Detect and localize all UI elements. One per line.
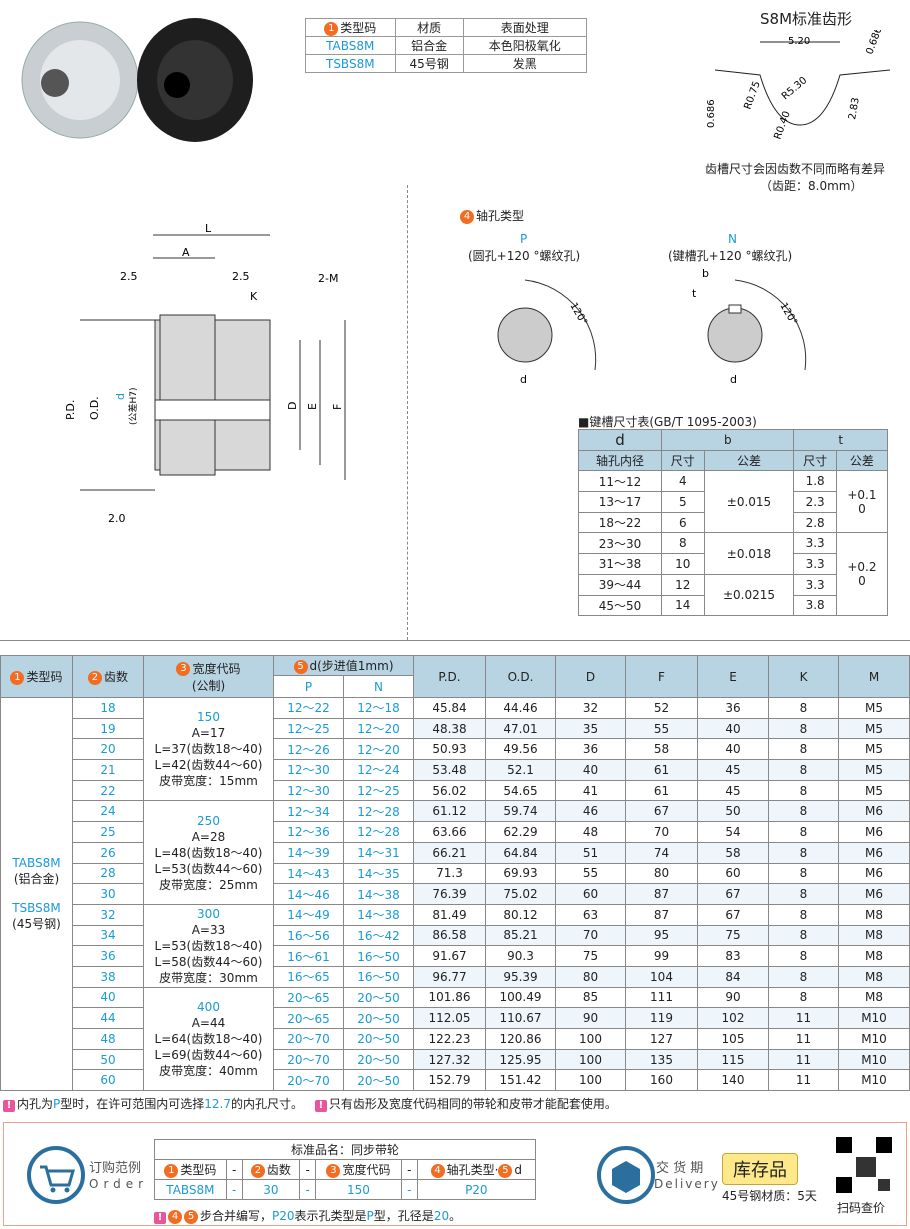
dim-label: R0.75 xyxy=(742,80,762,111)
shaft-type-P-desc: (圆孔+120 °螺纹孔) xyxy=(468,249,581,263)
round-bore-drawing: 120° d xyxy=(497,279,597,386)
dim-label: 0.686 xyxy=(864,30,884,56)
shaft-type-P: P xyxy=(520,232,528,246)
keyway-row: 23～30 8 ±0.018 3.3 +0.2 0 xyxy=(577,532,889,617)
table-row: 24 250 A=28 L=48(齿数18～40) L=53(齿数44～60) 皮带宽度：… xyxy=(1,800,910,905)
dim-E: E xyxy=(306,403,319,410)
table-row: 38 16～65 16～50 96.77 95.39 80 104 84 8 M8 xyxy=(1,965,910,988)
table-row: 36 16～61 16～50 91.67 90.3 75 99 83 8 M8 xyxy=(1,945,910,967)
dim-PD: P.D. xyxy=(64,400,77,420)
dim-L: L xyxy=(205,222,212,235)
table-row: 28 14～43 14～35 71.3 69.93 55 80 60 8 M6 xyxy=(1,862,910,885)
dim-OD: O.D. xyxy=(88,396,101,420)
keyway-row: 39～44 12 ±0.0215 3.3 xyxy=(577,573,888,617)
table-row: 34 16～56 16～42 86.58 85.21 70 95 75 8 M8 xyxy=(1,924,910,947)
keyway-row: 45～50 14 3.8 xyxy=(577,594,888,617)
table-row: 60 20～70 20～50 152.79 151.42 100 160 140 11 M10 xyxy=(1,1069,910,1092)
dim-d: d xyxy=(520,373,527,386)
steel-delivery: 45号钢材质：5天 xyxy=(722,1189,817,1203)
table-row: 50 20～70 20～50 127.32 125.95 100 135 115 11 M10 xyxy=(1,1048,910,1071)
table-row: 19 12～25 12～20 48.38 47.01 35 55 40 8 M5 xyxy=(1,717,910,740)
shaft-type-N-desc: (键槽孔+120 °螺纹孔) xyxy=(668,249,793,263)
table-row: TABS8M (铝合金) TSBS8M (45号钢) 18 150 A=17 L=37(齿数1… xyxy=(0,696,910,1092)
table-row: 48 20～70 20～50 122.23 120.86 100 127 105 11 M10 xyxy=(1,1028,910,1050)
table-row: 30 14～46 14～38 76.39 75.02 60 87 67 8 M6 xyxy=(1,883,910,905)
dim-label: R5.30 xyxy=(780,75,809,102)
tooth-profile-drawing: 5.20 0.686 R0.75 R5.30 0.686 2.83 R0.40 xyxy=(706,30,891,141)
keyway-row: 18～22 6 2.8 xyxy=(577,511,888,534)
dim-label: R0.40 xyxy=(772,110,792,141)
dim-d: d xyxy=(114,393,127,400)
dim-label: 2.83 xyxy=(847,97,862,121)
dim-M: 2-M xyxy=(318,272,338,285)
box-icon xyxy=(597,1146,655,1204)
divider xyxy=(407,185,408,640)
qr-code-icon[interactable] xyxy=(834,1135,894,1195)
dim-K: K xyxy=(250,290,258,303)
qr-label: 扫码查价 xyxy=(837,1201,886,1215)
spec-area: 1 类型码 材质 表面处理 TABS8M 铝合金 本色阳极氧化 TSBS8M 45号钢 发黑 … xyxy=(0,10,910,641)
dim-label: 0.686 xyxy=(706,99,717,128)
table-row: 40 400 A=44 L=64(齿数18～40) L=69(齿数44～60) 皮带宽度：… xyxy=(1,986,910,1092)
cart-icon xyxy=(27,1146,85,1204)
tooth-profile-title: S8M标准齿形 xyxy=(760,10,853,28)
shaft-type-title: 4 轴孔类型 xyxy=(460,207,524,224)
shaft-type-N: N xyxy=(728,232,737,246)
width-code-cell: 250 A=28 L=48(齿数18～40) L=53(齿数44～60) 皮带宽度：25… xyxy=(143,800,274,905)
order-note: ! 4 5 步合并编写，P20表示孔类型是P型，孔径是20。 xyxy=(154,1207,461,1224)
table-row: 44 20～65 20～50 112.05 110.67 90 119 102 11 M10 xyxy=(1,1007,910,1029)
keyway-bore-drawing: 120° d b t xyxy=(692,267,807,386)
width-code-cell: 300 A=33 L=53(齿数18～40) L=58(齿数44～60) 皮带宽度：30… xyxy=(143,903,274,988)
keyway-row: 31～38 10 3.3 xyxy=(577,553,888,575)
spec-table: 1 类型码 2 齿数 3 宽度代码 (公制) 5 d(步进值1mm) P.D. O.D. … xyxy=(0,655,910,1092)
table-row: 32 300 A=33 L=53(齿数18～40) L=58(齿数44～60) 皮带宽度：… xyxy=(1,903,910,988)
angle-label: 120° xyxy=(567,301,589,327)
tooth-note: 齿槽尺寸会因齿数不同而略有差异 xyxy=(705,162,886,176)
width-code-cell: 400 A=44 L=64(齿数18～40) L=69(齿数44～60) 皮带宽度：40… xyxy=(143,986,274,1092)
product-photo xyxy=(21,18,253,142)
order-label: 订购范例 xyxy=(89,1161,142,1176)
table-row: 26 14～39 14～31 66.21 64.84 51 74 58 8 M6 xyxy=(1,841,910,864)
width-code-cell: 150 A=17 L=37(齿数18～40) L=42(齿数44～60) 皮带宽度：15… xyxy=(143,696,274,802)
table-row: 21 12～30 12～24 53.48 52.1 40 61 45 8 M5 xyxy=(1,759,910,781)
delivery-label: 交 货 期 xyxy=(656,1161,704,1176)
dim-label: 2.5 xyxy=(232,270,250,283)
order-example-panel: 订购范例 Order 标准品名：同步带轮 1 类型码 - 2 齿数 - 3 宽度代码 - 4… xyxy=(3,1122,907,1226)
tooth-pitch: （齿距：8.0mm） xyxy=(760,179,863,193)
dim-label: 2.0 xyxy=(108,512,126,525)
type-cell: TABS8M (铝合金) TSBS8M (45号钢) xyxy=(0,696,73,1092)
dim-t: t xyxy=(692,287,697,300)
order-label-en: Order xyxy=(89,1177,149,1191)
dim-b: b xyxy=(702,267,709,280)
table-row: 20 12～26 12～20 50.93 49.56 36 58 40 8 M5 xyxy=(1,738,910,761)
delivery-label-en: Delivery xyxy=(654,1177,720,1191)
dim-A: A xyxy=(182,246,190,259)
dim-label: 2.5 xyxy=(120,270,138,283)
material-table: 1 类型码 材质 表面处理 TABS8M 铝合金 本色阳极氧化 TSBS8M 45号钢 发黑 xyxy=(305,18,588,73)
keyway-row: 11～12 4 ±0.015 1.8 +0.1 0 xyxy=(577,470,889,534)
table-row: 25 12～36 12～28 63.66 62.29 48 70 54 8 M6 xyxy=(1,821,910,843)
pulley-section-drawing: L A 2.5 2.5 K 2-M P.D. O.D. d (公差H7) D E… xyxy=(64,222,346,525)
order-table: 标准品名：同步带轮 1 类型码 - 2 齿数 - 3 宽度代码 - 4 轴孔类型· 5 d TAB… xyxy=(154,1139,537,1200)
keyway-title: ■键槽尺寸表(GB/T 1095-2003) xyxy=(578,415,757,429)
dim-F: F xyxy=(331,404,344,410)
dim-d: d xyxy=(730,373,737,386)
note-1: ! 内孔为P型时，在许可范围内可选择12.7的内孔尺寸。 ! 只有齿形及宽度代码相同… xyxy=(3,1095,617,1112)
table-row: 22 12～30 12～25 56.02 54.65 41 61 45 8 M5 xyxy=(1,779,910,802)
dim-tolerance: (公差H7) xyxy=(127,387,139,425)
dim-D: D xyxy=(286,402,299,410)
stock-badge: 库存品 xyxy=(722,1153,798,1185)
dim-label: 5.20 xyxy=(788,36,810,47)
keyway-row: 13～17 5 2.3 xyxy=(577,491,888,513)
angle-label: 120° xyxy=(777,301,799,327)
